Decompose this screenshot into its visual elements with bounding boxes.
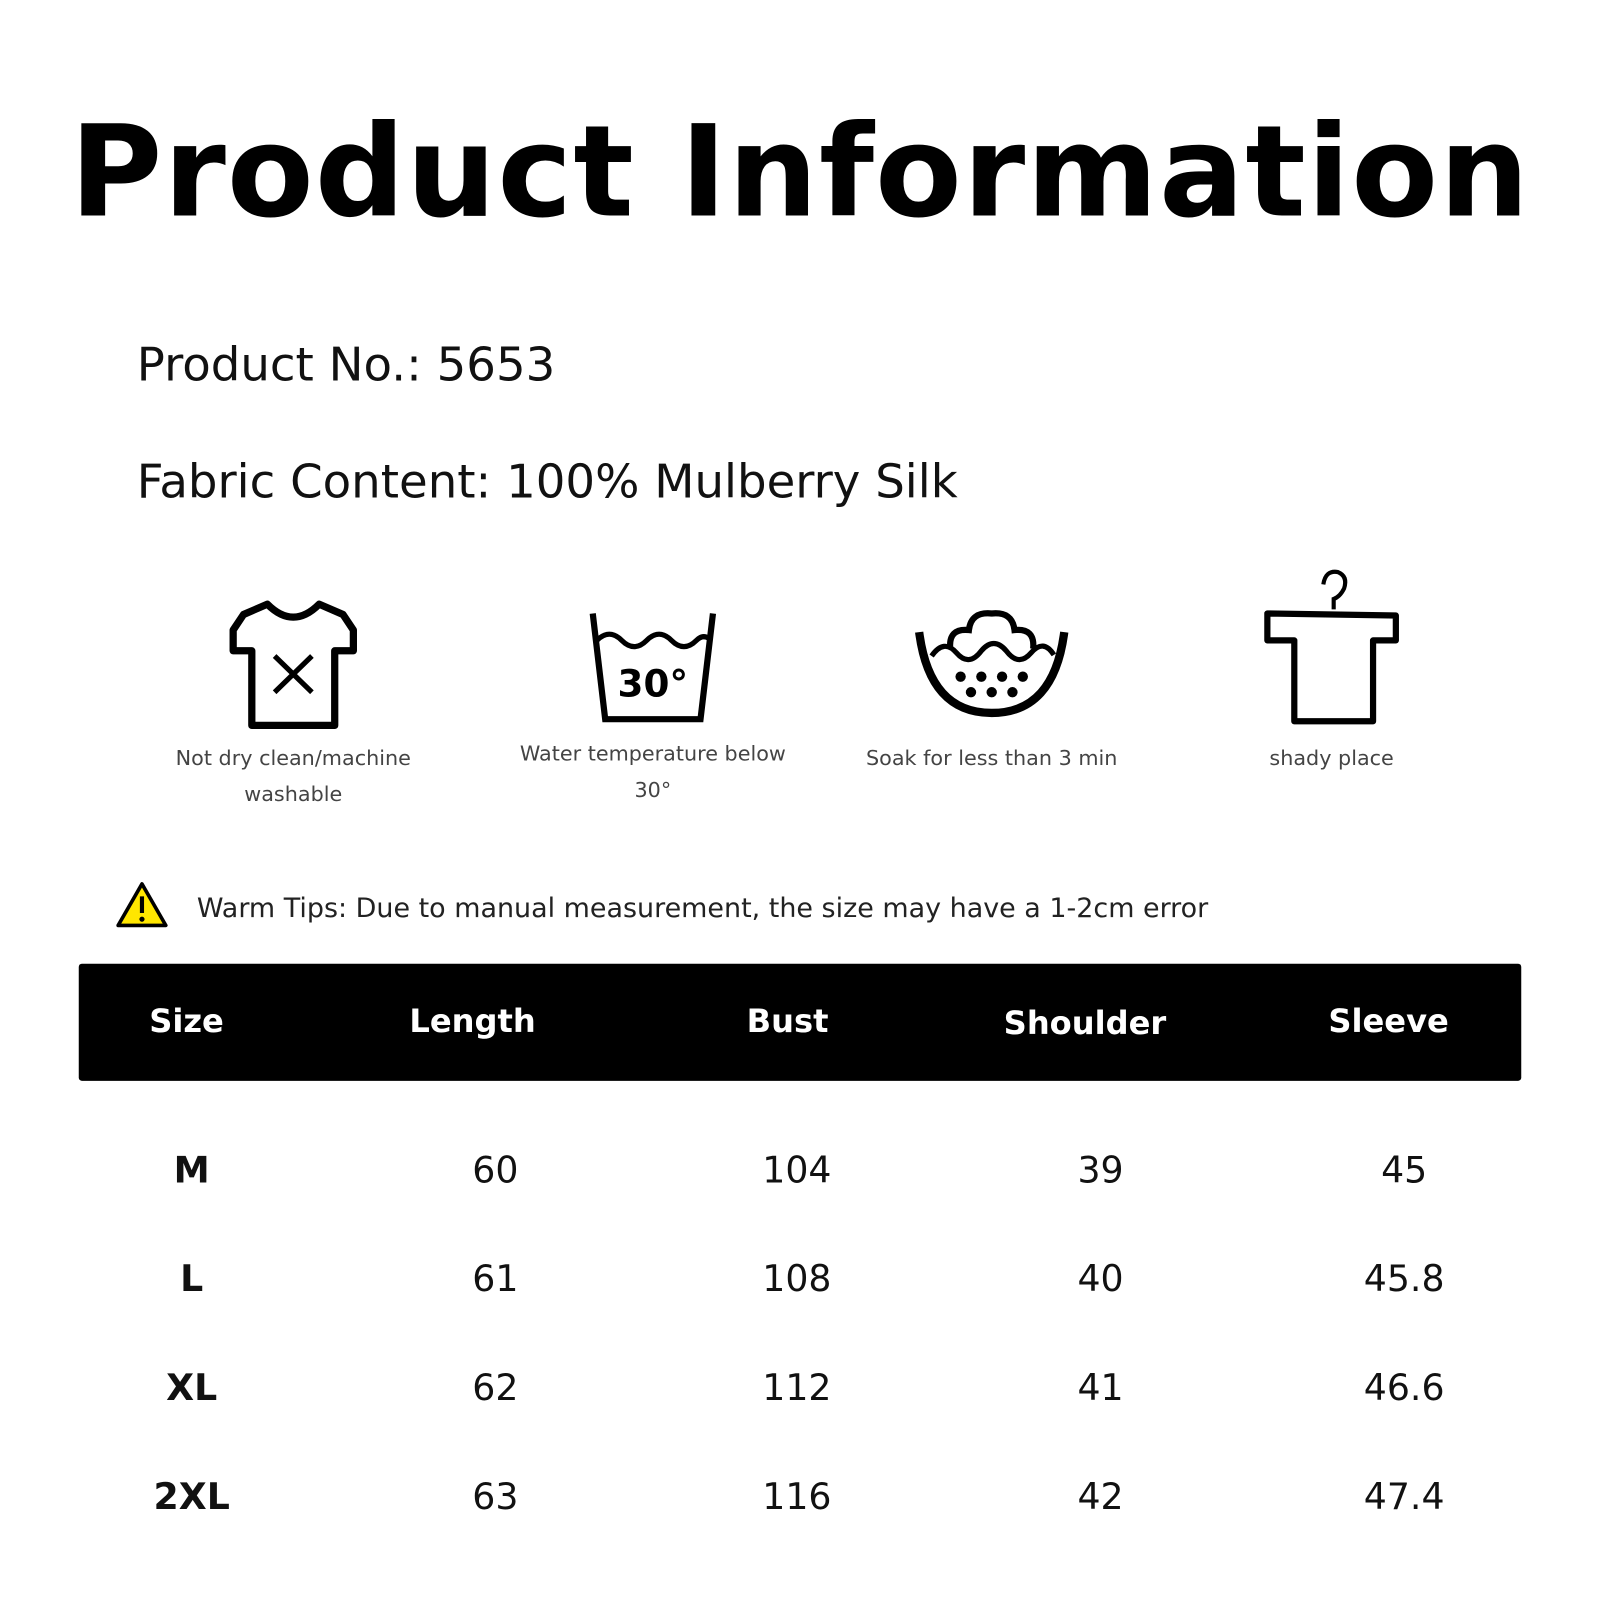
table-cell: 104 bbox=[762, 1150, 832, 1192]
care-caption: Soak for less than 3 min bbox=[865, 745, 1118, 770]
care-item: Soak for less than 3 min bbox=[836, 568, 1147, 776]
column-header: Size bbox=[149, 1003, 224, 1041]
table-cell: 39 bbox=[1077, 1150, 1124, 1192]
tshirt-x-icon bbox=[229, 600, 357, 730]
column-header: Sleeve bbox=[1328, 1003, 1449, 1041]
table-cell: 62 bbox=[472, 1367, 519, 1410]
table-cell: 40 bbox=[1077, 1259, 1124, 1301]
table-cell: L bbox=[180, 1259, 204, 1301]
column-header: Shoulder bbox=[1003, 1005, 1167, 1043]
care-caption: 30° bbox=[634, 777, 672, 803]
care-item: Not dry clean/machine washable bbox=[138, 568, 449, 813]
warm-tip-text: Warm Tips: Due to manual measurement, th… bbox=[196, 893, 1209, 925]
temperature-label: 30° bbox=[618, 661, 689, 705]
table-cell: M bbox=[173, 1150, 210, 1192]
table-cell: 47.4 bbox=[1363, 1476, 1445, 1519]
care-caption: shady place bbox=[1269, 745, 1394, 770]
table-cell: 112 bbox=[762, 1367, 832, 1410]
page-title: Product Information bbox=[69, 98, 1531, 246]
column-header: Bust bbox=[746, 1003, 829, 1041]
soak-basin-icon bbox=[915, 610, 1069, 718]
hanger-shirt-icon bbox=[1264, 569, 1399, 725]
table-cell: 2XL bbox=[153, 1476, 230, 1519]
column-header: Length bbox=[409, 1003, 536, 1041]
table-cell: 116 bbox=[762, 1476, 832, 1519]
table-cell: 45 bbox=[1381, 1150, 1428, 1192]
table-cell: 61 bbox=[472, 1259, 519, 1301]
size-table-header: Size Length Bust Shoulder Sleeve bbox=[78, 963, 1522, 1081]
wash-tub-30-icon: 30° bbox=[589, 613, 717, 723]
product-number: Product No.: 5653 bbox=[136, 336, 556, 392]
fabric-content: Fabric Content: 100% Mulberry Silk bbox=[136, 453, 958, 509]
care-caption: washable bbox=[244, 781, 343, 807]
table-cell: 108 bbox=[762, 1259, 832, 1301]
care-caption: Water temperature below bbox=[519, 740, 786, 766]
table-cell: XL bbox=[166, 1367, 218, 1410]
table-cell: 45.8 bbox=[1363, 1259, 1445, 1301]
table-cell: 46.6 bbox=[1363, 1367, 1445, 1410]
care-item: shady place bbox=[1176, 568, 1487, 776]
table-cell: 41 bbox=[1077, 1367, 1124, 1410]
care-caption: Not dry clean/machine bbox=[175, 745, 411, 770]
table-cell: 63 bbox=[472, 1476, 519, 1519]
table-cell: 60 bbox=[472, 1150, 519, 1192]
table-cell: 42 bbox=[1077, 1476, 1124, 1519]
care-item: 30° Water temperature below 30° bbox=[497, 568, 808, 808]
warning-icon bbox=[116, 882, 168, 928]
